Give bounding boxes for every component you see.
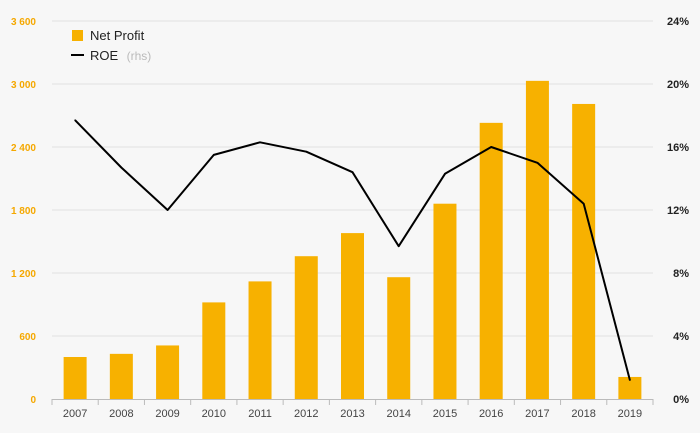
legend: Net Profit ROE (rhs)	[71, 28, 151, 64]
roe-point	[444, 172, 446, 175]
roe-point	[213, 154, 215, 156]
bar-net-profit	[387, 277, 411, 399]
legend-label-net-profit: Net Profit	[90, 28, 145, 43]
y-left-tick-label: 1 200	[11, 269, 36, 280]
legend-label-roe: ROE (rhs)	[90, 47, 151, 64]
roe-point	[490, 146, 492, 148]
y-right-tick-label: 8%	[673, 268, 689, 280]
x-tick-label: 2017	[525, 408, 549, 420]
x-tick-label: 2008	[109, 408, 133, 420]
bar-net-profit	[202, 302, 226, 399]
y-left-tick-label: 3 600	[11, 17, 36, 28]
roe-point	[536, 161, 539, 164]
roe-point	[259, 141, 261, 144]
x-tick-label: 2010	[202, 408, 226, 420]
x-tick-label: 2007	[63, 408, 87, 420]
x-tick-label: 2018	[571, 408, 595, 420]
roe-point	[582, 202, 585, 205]
bar-net-profit	[618, 376, 642, 399]
x-tick-label: 2013	[340, 408, 364, 420]
bar-net-profit	[479, 122, 503, 399]
y-right-tick-label: 0%	[673, 394, 689, 406]
roe-point	[629, 379, 631, 381]
bar-net-profit	[294, 256, 318, 399]
y-left-tick-label: 600	[19, 332, 36, 343]
y-left-tick-label: 1 800	[11, 206, 36, 217]
y-right-tick-label: 12%	[667, 205, 689, 217]
bar-net-profit	[248, 281, 272, 399]
axes: 0 600 1 200 1 800 2 400 3 000 3 600 0% 4% 8% 12% 16…	[11, 16, 689, 420]
bar-net-profit	[433, 203, 457, 399]
y-left-tick-label: 3 000	[11, 80, 36, 91]
y-left-tick-label: 2 400	[11, 143, 36, 154]
x-tick-label: 2015	[433, 408, 457, 420]
grid	[52, 20, 653, 337]
x-tick-label: 2011	[248, 408, 272, 420]
y-right-tick-label: 16%	[667, 142, 689, 154]
roe-line-layer	[74, 119, 631, 381]
x-tick-label: 2012	[294, 408, 318, 420]
roe-point	[397, 245, 400, 248]
roe-point	[120, 166, 123, 169]
y-left-tick-label: 0	[30, 395, 36, 406]
x-tick-label: 2009	[155, 408, 179, 420]
y-right-tick-label: 4%	[673, 331, 689, 343]
x-tick-label: 2016	[479, 408, 503, 420]
x-tick-label: 2019	[618, 408, 642, 420]
bar-net-profit	[109, 353, 133, 399]
bar-net-profit	[525, 80, 549, 399]
y-right-tick-label: 20%	[667, 79, 689, 91]
bar-net-profit	[572, 103, 596, 399]
bar-net-profit	[341, 233, 364, 399]
roe-point	[351, 171, 354, 173]
x-tick-label: 2014	[386, 408, 410, 420]
y-right-tick-label: 24%	[667, 16, 689, 28]
bar-net-profit	[63, 357, 87, 399]
roe-point	[166, 209, 169, 211]
roe-point	[305, 150, 308, 153]
net-profit-bars	[63, 80, 642, 399]
legend-label-roe-suffix: (rhs)	[127, 49, 152, 63]
legend-swatch-net-profit	[72, 30, 83, 41]
bar-net-profit	[156, 345, 180, 399]
legend-label-roe-name: ROE	[90, 48, 119, 63]
roe-point	[74, 119, 76, 122]
